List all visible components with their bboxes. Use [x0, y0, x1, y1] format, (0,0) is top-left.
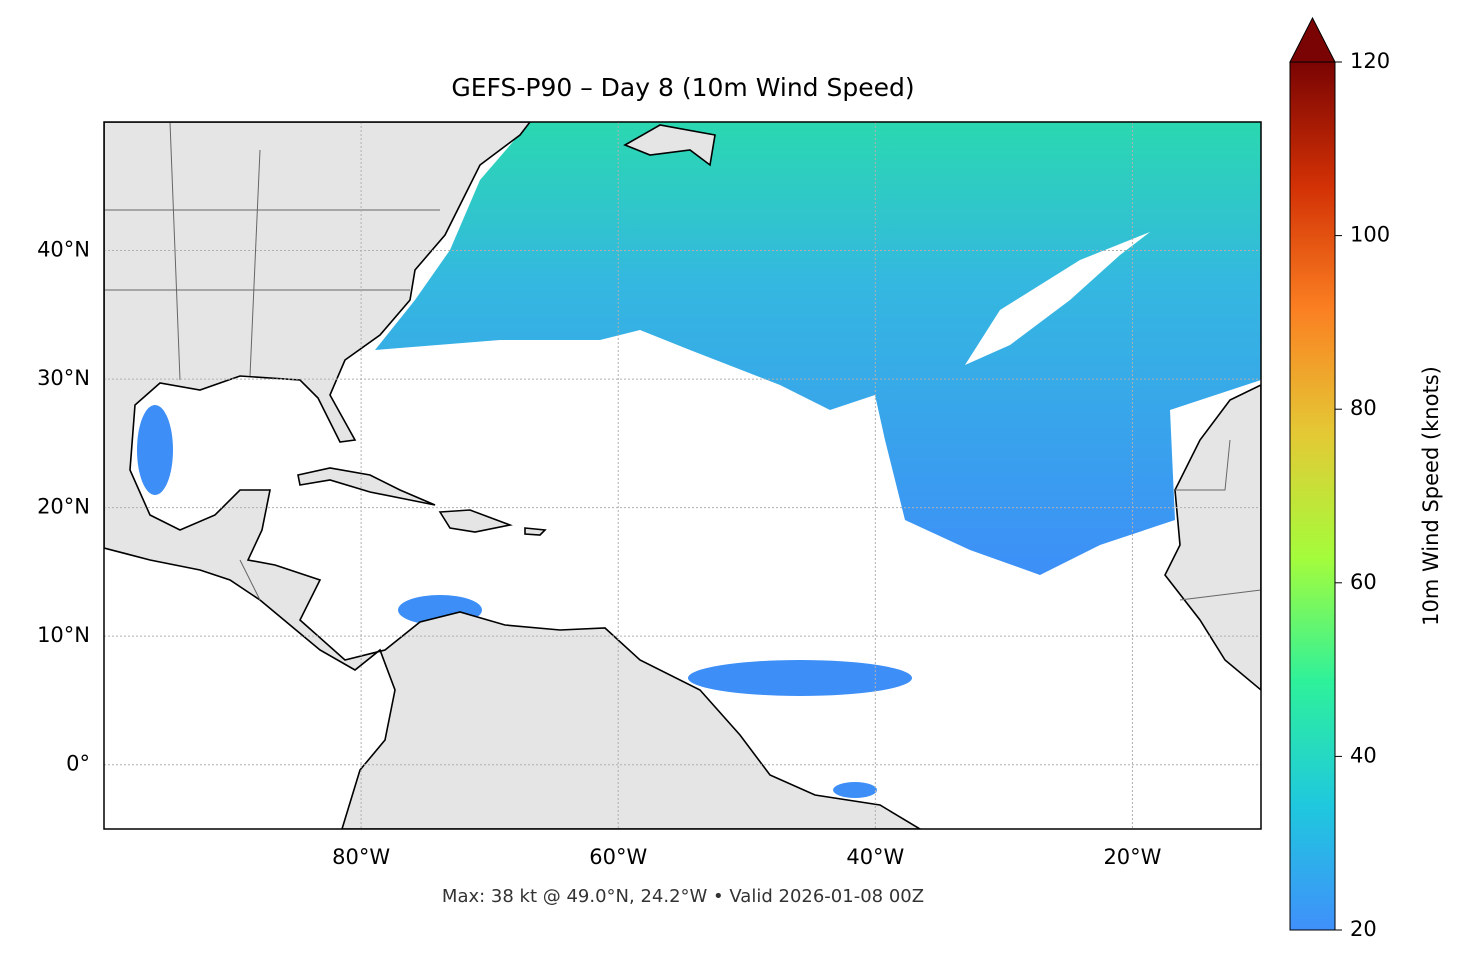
map-area — [104, 122, 1261, 829]
colorbar-tick-label: 60 — [1350, 570, 1377, 594]
y-tick-label: 0° — [66, 752, 90, 776]
borders — [104, 122, 1261, 601]
x-tick-label: 80°W — [332, 845, 390, 869]
x-tick-label: 40°W — [846, 845, 904, 869]
y-tick-label: 20°N — [37, 495, 90, 519]
hispaniola — [438, 509, 513, 533]
colorbar-extend — [1289, 16, 1336, 63]
caption: Max: 38 kt @ 49.0°N, 24.2°W • Valid 2026… — [442, 886, 924, 907]
colorbar-label: 10m Wind Speed (knots) — [1419, 366, 1443, 626]
map-title: GEFS-P90 – Day 8 (10m Wind Speed) — [451, 73, 914, 102]
newfoundland — [623, 124, 716, 167]
americas — [104, 122, 922, 829]
colorbar-ramp — [1289, 61, 1336, 931]
y-tick-label: 10°N — [37, 623, 90, 647]
graticule — [104, 122, 1261, 829]
colorbar: 10m Wind Speed (knots) 20 40 60 80 100 120 — [1289, 16, 1443, 941]
wind-field — [375, 122, 1261, 575]
africa — [1164, 384, 1261, 692]
x-tick-label: 60°W — [589, 845, 647, 869]
y-tick-label: 40°N — [37, 238, 90, 262]
cuba — [297, 467, 436, 506]
colorbar-tick-label: 20 — [1350, 917, 1377, 941]
colorbar-tick-label: 100 — [1350, 223, 1390, 247]
map-frame — [103, 121, 1262, 830]
puerto-rico — [524, 527, 547, 536]
x-tick-label: 20°W — [1103, 845, 1161, 869]
colorbar-tick-label: 40 — [1350, 743, 1377, 767]
colorbar-tick-label: 80 — [1350, 396, 1377, 420]
colorbar-tick-label: 120 — [1350, 49, 1390, 73]
y-tick-label: 30°N — [37, 366, 90, 390]
